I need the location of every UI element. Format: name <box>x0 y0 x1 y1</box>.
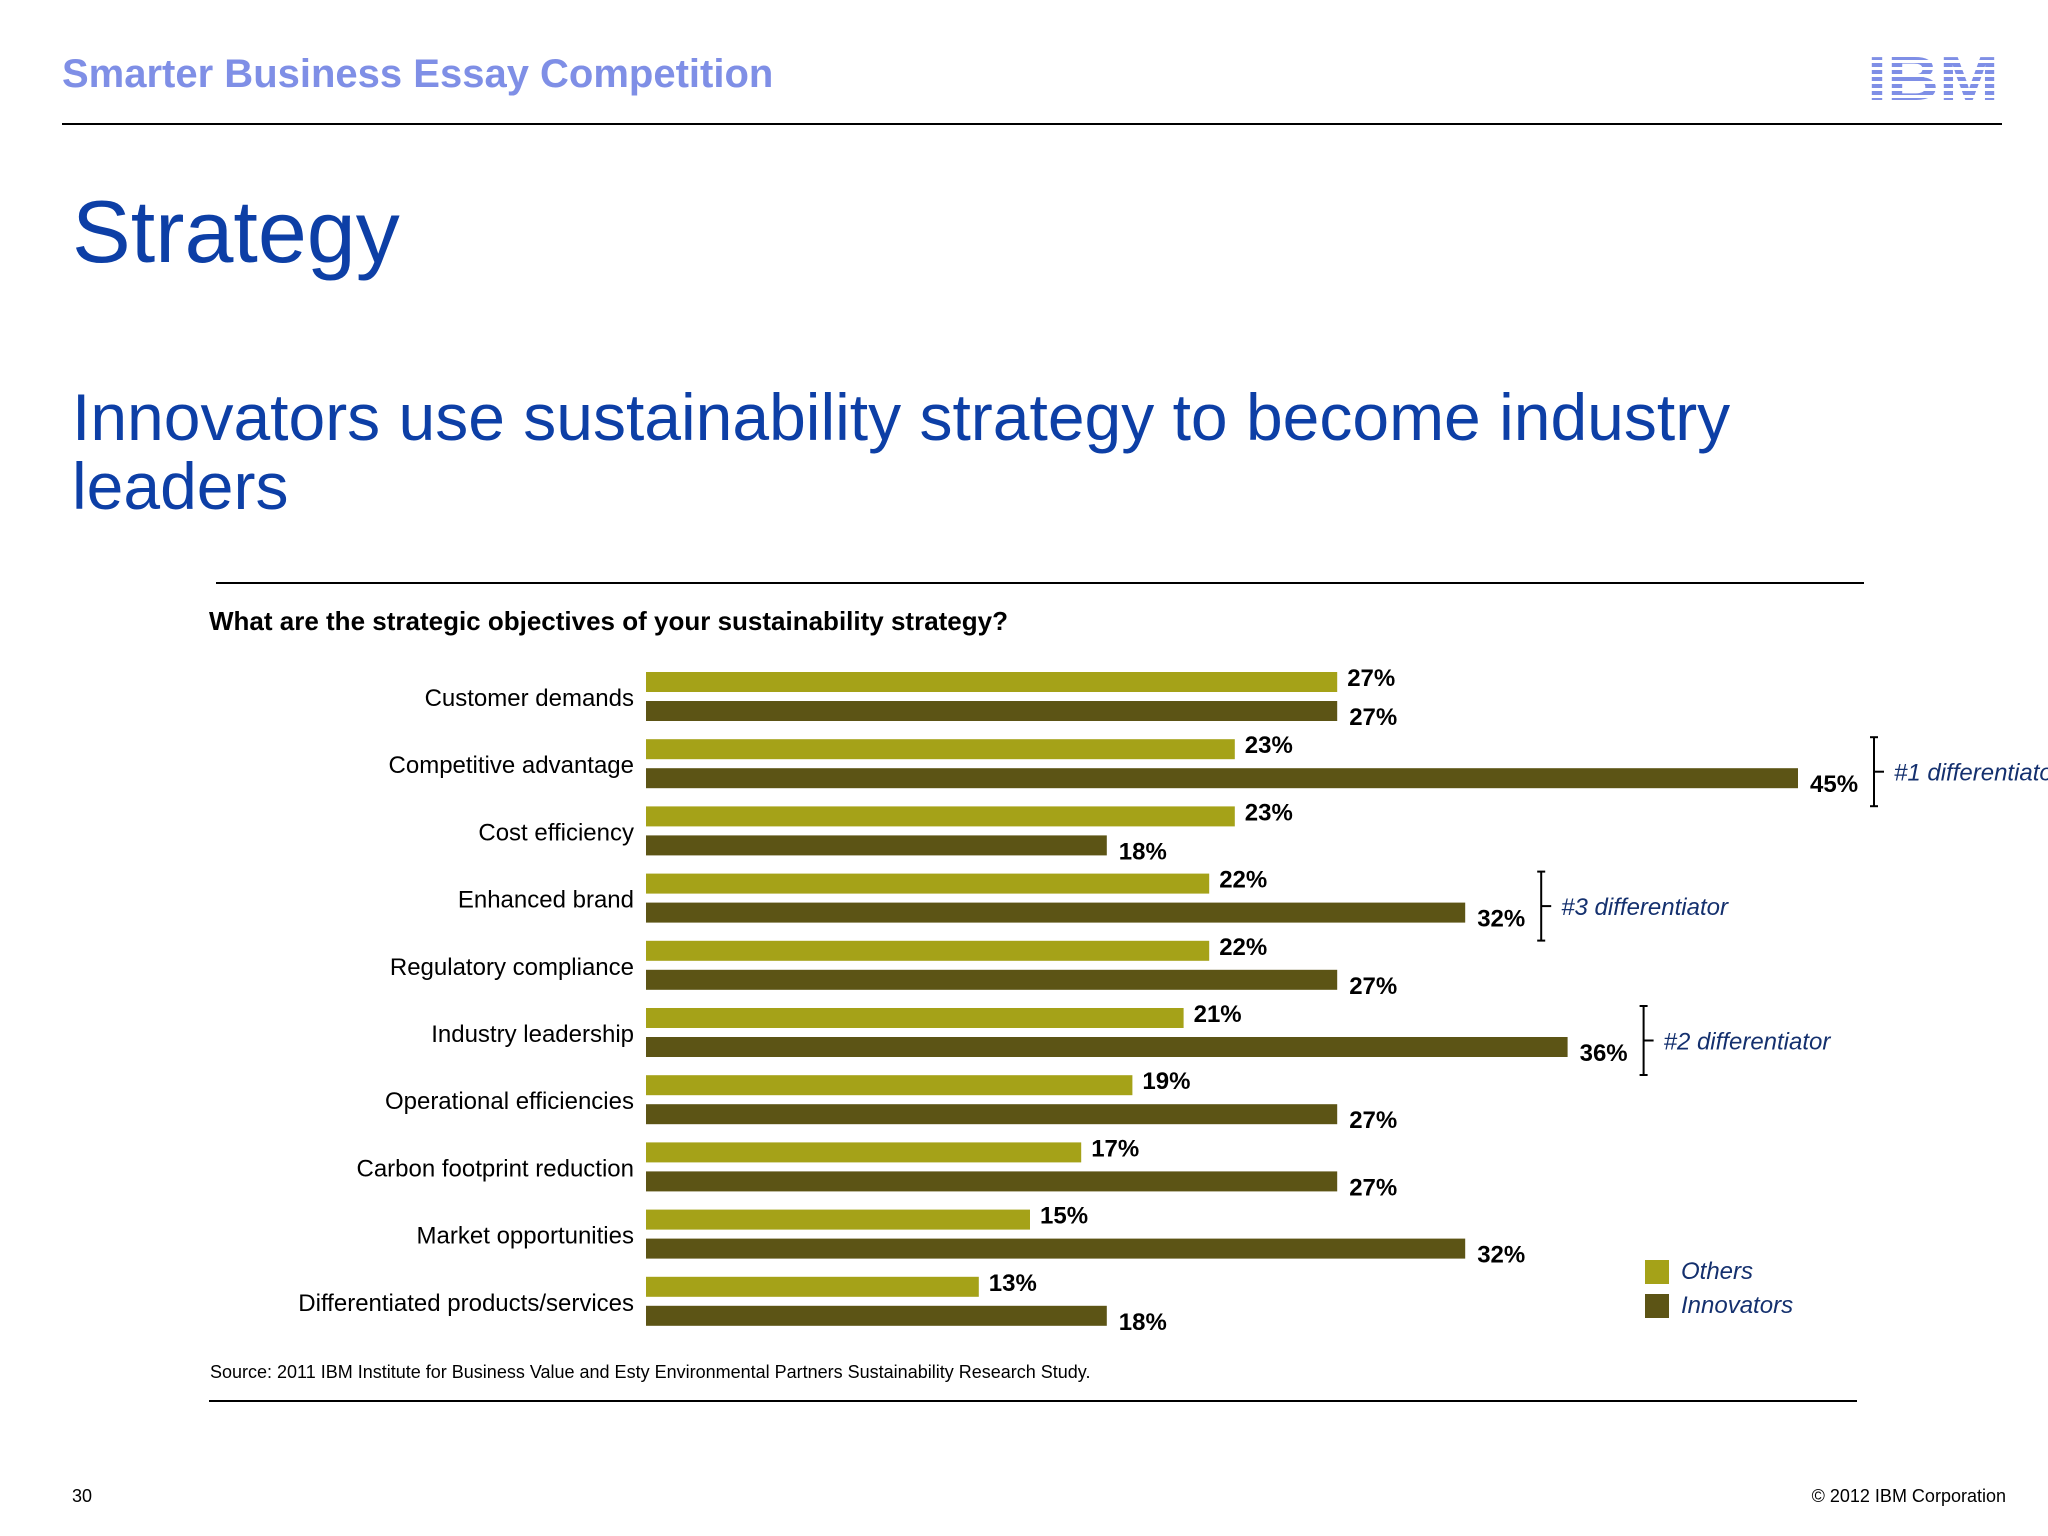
bar-innovators <box>646 902 1466 923</box>
legend-item-others: Others <box>1645 1255 1793 1289</box>
copyright: © 2012 IBM Corporation <box>1811 1486 2006 1506</box>
category-label: Operational efficiencies <box>385 1088 634 1115</box>
source-note: Source: 2011 IBM Institute for Business … <box>210 1362 1091 1382</box>
bar-others <box>646 672 1338 692</box>
bar-others <box>646 1075 1133 1096</box>
data-label: 27% <box>1349 973 1397 1000</box>
data-label: 22% <box>1219 867 1267 894</box>
ibm-logo-text: IBM <box>1867 48 1999 104</box>
category-label: Cost efficiency <box>478 819 634 846</box>
data-label: 32% <box>1477 906 1525 933</box>
category-label: Carbon footprint reduction <box>357 1155 635 1182</box>
data-label: 23% <box>1245 732 1293 759</box>
chart-top-rule <box>216 582 1864 584</box>
legend-item-innovators: Innovators <box>1645 1289 1793 1323</box>
category-label: Industry leadership <box>431 1021 634 1048</box>
data-label: 32% <box>1477 1242 1525 1269</box>
bar-innovators <box>646 1238 1466 1259</box>
bar-others <box>646 940 1210 961</box>
category-label: Customer demands <box>425 685 634 712</box>
bar-innovators <box>646 768 1798 789</box>
bar-others <box>646 1276 979 1297</box>
differentiator-bracket <box>1639 1005 1654 1076</box>
differentiator-label: #1 differentiator <box>1894 760 2048 787</box>
category-label: Regulatory compliance <box>390 954 634 981</box>
header-title: Smarter Business Essay Competition <box>62 52 774 96</box>
bar-others <box>646 1209 1030 1230</box>
category-label: Competitive advantage <box>389 752 634 779</box>
data-label: 17% <box>1091 1135 1139 1162</box>
data-label: 23% <box>1245 799 1293 826</box>
slide-subtitle: Innovators use sustainability strategy t… <box>72 380 1731 524</box>
data-label: 45% <box>1810 771 1858 798</box>
ibm-logo: IBM <box>1867 48 1999 104</box>
data-label: 36% <box>1580 1040 1628 1067</box>
data-label: 15% <box>1040 1203 1088 1230</box>
data-label: 27% <box>1349 704 1397 731</box>
page-number: 30 <box>72 1486 93 1506</box>
legend-label: Innovators <box>1681 1292 1794 1319</box>
differentiator-bracket <box>1537 870 1552 942</box>
bar-innovators <box>646 1171 1338 1192</box>
category-label: Differentiated products/services <box>298 1290 634 1317</box>
bar-innovators <box>646 1104 1338 1125</box>
data-label: 21% <box>1194 1001 1242 1028</box>
chart-legend: Others Innovators <box>1645 1255 1793 1323</box>
bar-innovators <box>646 835 1107 856</box>
bar-others <box>646 739 1235 760</box>
slide-title: Strategy <box>72 182 400 281</box>
legend-swatch <box>1645 1260 1669 1284</box>
bar-others <box>646 1142 1082 1163</box>
bar-innovators <box>646 969 1338 990</box>
differentiator-bracket <box>1870 736 1884 808</box>
data-label: 13% <box>989 1270 1037 1297</box>
header-rule <box>62 123 2002 125</box>
data-label: 22% <box>1219 934 1267 961</box>
bar-innovators <box>646 1305 1107 1326</box>
category-label: Enhanced brand <box>458 887 634 914</box>
category-label: Market opportunities <box>417 1223 634 1250</box>
bar-innovators <box>646 1037 1568 1057</box>
data-label: 27% <box>1349 1174 1397 1201</box>
data-label: 27% <box>1349 1107 1397 1134</box>
bar-others <box>646 806 1235 827</box>
data-label: 18% <box>1119 1309 1167 1336</box>
bar-others <box>646 873 1210 894</box>
chart-title: What are the strategic objectives of you… <box>209 606 1008 636</box>
data-label: 27% <box>1347 665 1395 692</box>
bar-innovators <box>646 701 1338 721</box>
chart-bottom-rule <box>209 1400 1857 1402</box>
data-label: 18% <box>1119 838 1167 865</box>
data-label: 19% <box>1142 1068 1190 1095</box>
bar-others <box>646 1008 1184 1028</box>
differentiator-label: #2 differentiator <box>1664 1029 1832 1056</box>
differentiator-label: #3 differentiator <box>1561 894 1729 921</box>
legend-swatch <box>1645 1294 1669 1318</box>
legend-label: Others <box>1681 1258 1754 1285</box>
